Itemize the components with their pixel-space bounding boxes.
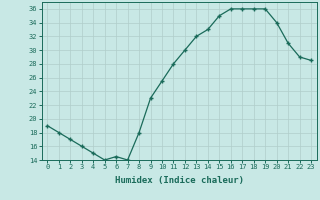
X-axis label: Humidex (Indice chaleur): Humidex (Indice chaleur) [115, 176, 244, 185]
